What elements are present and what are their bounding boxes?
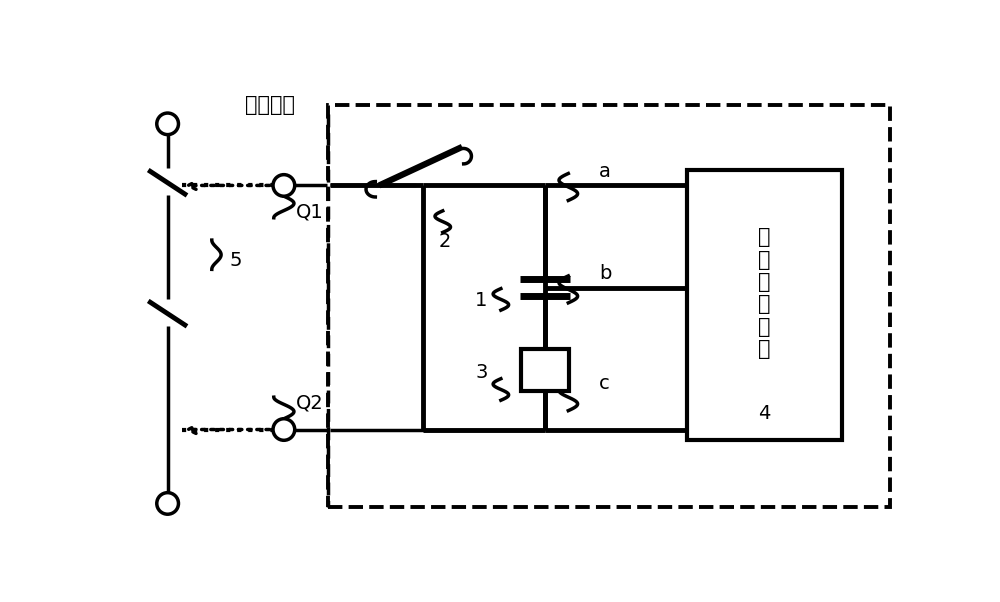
Text: 3: 3 xyxy=(475,363,488,382)
Text: Q1: Q1 xyxy=(296,202,323,222)
Text: 1: 1 xyxy=(475,291,488,311)
Text: 接地线段: 接地线段 xyxy=(245,95,295,116)
Bar xyxy=(521,349,569,391)
Text: 信
号
检
测
电
路: 信 号 检 测 电 路 xyxy=(758,227,771,359)
Text: 4: 4 xyxy=(758,403,771,423)
Bar xyxy=(328,105,890,506)
Circle shape xyxy=(273,175,295,196)
Text: 2: 2 xyxy=(439,232,451,251)
Text: c: c xyxy=(599,374,610,393)
Text: 5: 5 xyxy=(230,250,242,270)
Text: b: b xyxy=(599,264,612,284)
Bar xyxy=(687,170,842,439)
Circle shape xyxy=(157,113,178,135)
Text: a: a xyxy=(599,162,611,181)
Text: Q2: Q2 xyxy=(296,394,323,412)
Circle shape xyxy=(157,492,178,514)
Circle shape xyxy=(273,419,295,440)
